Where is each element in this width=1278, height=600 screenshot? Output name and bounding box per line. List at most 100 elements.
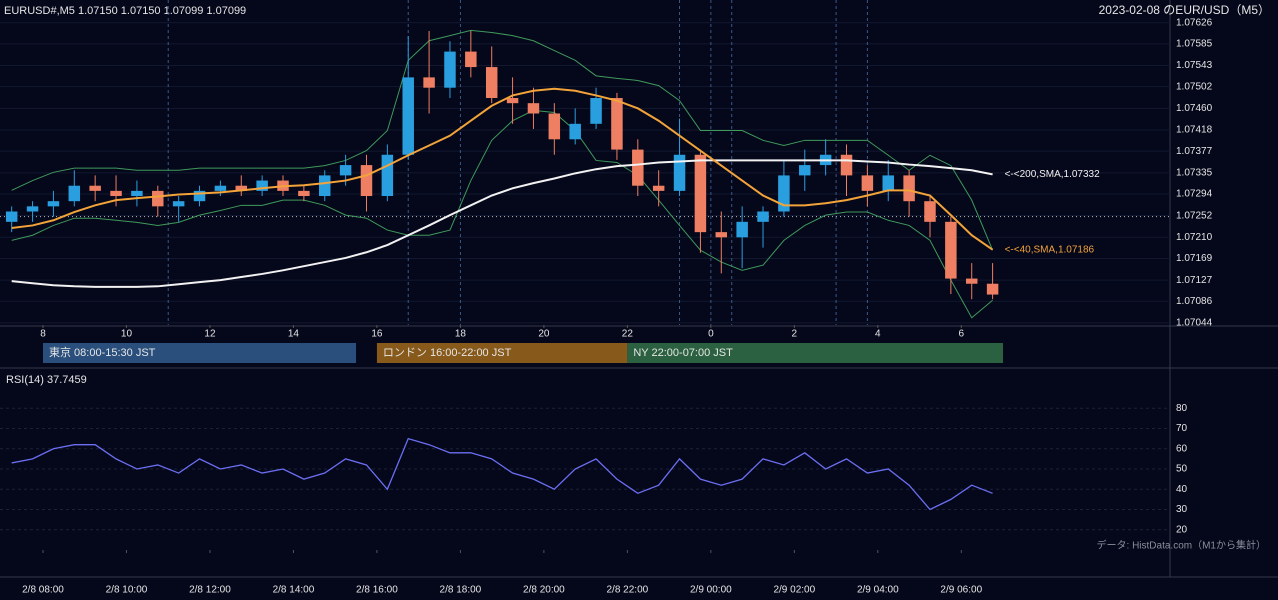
y-tick-label: 1.07210 bbox=[1176, 232, 1213, 243]
candle-body bbox=[715, 232, 728, 238]
y-tick-label: 1.07086 bbox=[1176, 296, 1213, 307]
candle-body bbox=[235, 185, 248, 191]
candle-body bbox=[882, 175, 894, 191]
candle-body bbox=[736, 221, 748, 238]
candle-body bbox=[903, 175, 915, 202]
candle-body bbox=[214, 185, 227, 191]
candle-body bbox=[652, 185, 665, 191]
candle-body bbox=[402, 77, 414, 155]
candle-body bbox=[485, 67, 498, 99]
rsi-title: RSI(14) 37.7459 bbox=[6, 374, 87, 386]
y-tick-label: 70 bbox=[1176, 423, 1188, 434]
candle-body bbox=[861, 175, 874, 191]
bollinger-band bbox=[11, 109, 993, 319]
candle-body bbox=[465, 51, 477, 68]
candle-body bbox=[256, 180, 268, 191]
candle-body bbox=[569, 123, 581, 140]
candle-body bbox=[444, 51, 456, 88]
x-tick-label: 0 bbox=[708, 329, 714, 340]
x-tick-label: 16 bbox=[371, 329, 383, 340]
candle-body bbox=[965, 278, 978, 284]
x-tick-label: 14 bbox=[288, 329, 300, 340]
candle-body bbox=[152, 190, 164, 207]
candle-body bbox=[840, 154, 853, 176]
chart-title: EURUSD#,M5 1.07150 1.07150 1.07099 1.070… bbox=[4, 5, 246, 17]
candle-body bbox=[26, 206, 39, 212]
x-tick-label: 2/8 22:00 bbox=[607, 585, 649, 596]
candle-body bbox=[131, 190, 143, 197]
y-tick-label: 1.07626 bbox=[1176, 17, 1213, 28]
y-tick-label: 20 bbox=[1176, 524, 1188, 535]
x-tick-label: 22 bbox=[622, 329, 634, 340]
chart-subtitle: 2023-02-08 のEUR/USD（M5） bbox=[1099, 3, 1270, 17]
x-tick-label: 2/8 10:00 bbox=[106, 585, 148, 596]
x-tick-label: 2/8 18:00 bbox=[440, 585, 482, 596]
y-tick-label: 1.07418 bbox=[1176, 125, 1213, 136]
rsi-line bbox=[11, 437, 993, 511]
session-label: 東京 08:00-15:30 JST bbox=[49, 345, 156, 359]
candle-body bbox=[757, 211, 769, 222]
y-tick-label: 1.07044 bbox=[1176, 318, 1213, 329]
candle-body bbox=[423, 77, 435, 88]
x-tick-label: 2/8 14:00 bbox=[273, 585, 315, 596]
y-tick-label: 1.07127 bbox=[1176, 275, 1213, 286]
candle-body bbox=[381, 154, 394, 197]
candle-body bbox=[319, 175, 331, 197]
candle-body bbox=[506, 98, 519, 104]
candle-body bbox=[945, 221, 957, 279]
y-tick-label: 1.07543 bbox=[1176, 60, 1213, 71]
candle-body bbox=[298, 190, 310, 197]
x-tick-label: 2/9 00:00 bbox=[690, 585, 732, 596]
session-bar bbox=[376, 343, 628, 363]
source-note: データ: HistData.com（M1から集計） bbox=[1097, 539, 1266, 552]
candle-body bbox=[799, 165, 811, 176]
sma-line bbox=[11, 87, 994, 251]
candle-body bbox=[632, 149, 644, 186]
y-tick-label: 1.07252 bbox=[1176, 210, 1213, 221]
candle-body bbox=[360, 165, 373, 197]
x-tick-label: 2/9 06:00 bbox=[940, 585, 982, 596]
candle-body bbox=[527, 103, 540, 114]
x-tick-label: 2/8 20:00 bbox=[523, 585, 565, 596]
candle-body bbox=[68, 185, 81, 202]
candle-body bbox=[110, 190, 122, 197]
y-tick-label: 1.07169 bbox=[1176, 253, 1213, 264]
x-tick-label: 6 bbox=[959, 329, 965, 340]
candle-body bbox=[778, 175, 790, 212]
candle-body bbox=[172, 201, 185, 207]
candle-body bbox=[694, 154, 707, 233]
x-tick-label: 2/8 08:00 bbox=[22, 585, 64, 596]
y-tick-label: 1.07335 bbox=[1176, 167, 1213, 178]
candle-body bbox=[611, 98, 623, 150]
sma-label: <-<200,SMA,1.07332 bbox=[1005, 169, 1101, 180]
sma-line bbox=[11, 159, 993, 288]
candle-body bbox=[986, 283, 999, 295]
candle-body bbox=[193, 190, 206, 202]
session-label: ロンドン 16:00-22:00 JST bbox=[383, 347, 512, 359]
x-tick-label: 2/9 04:00 bbox=[857, 585, 899, 596]
candle-body bbox=[89, 185, 101, 191]
y-tick-label: 1.07460 bbox=[1176, 103, 1213, 114]
x-tick-label: 2 bbox=[792, 329, 798, 340]
x-tick-label: 10 bbox=[121, 329, 133, 340]
session-label: NY 22:00-07:00 JST bbox=[633, 347, 733, 359]
x-tick-label: 20 bbox=[538, 329, 550, 340]
session-bar bbox=[627, 343, 1004, 363]
bollinger-band bbox=[11, 29, 994, 251]
x-tick-label: 2/8 12:00 bbox=[189, 585, 231, 596]
y-tick-label: 1.07294 bbox=[1176, 189, 1213, 200]
candle-body bbox=[590, 98, 602, 124]
y-tick-label: 1.07585 bbox=[1176, 38, 1213, 49]
x-tick-label: 12 bbox=[204, 329, 216, 340]
x-tick-label: 18 bbox=[455, 329, 467, 340]
x-tick-label: 4 bbox=[875, 329, 881, 340]
y-tick-label: 30 bbox=[1176, 504, 1188, 515]
x-tick-label: 8 bbox=[40, 329, 46, 340]
y-tick-label: 60 bbox=[1176, 443, 1188, 454]
y-tick-label: 1.07502 bbox=[1176, 81, 1213, 92]
y-tick-label: 1.07377 bbox=[1176, 146, 1213, 157]
candle-body bbox=[924, 201, 936, 222]
session-bar bbox=[42, 343, 357, 363]
